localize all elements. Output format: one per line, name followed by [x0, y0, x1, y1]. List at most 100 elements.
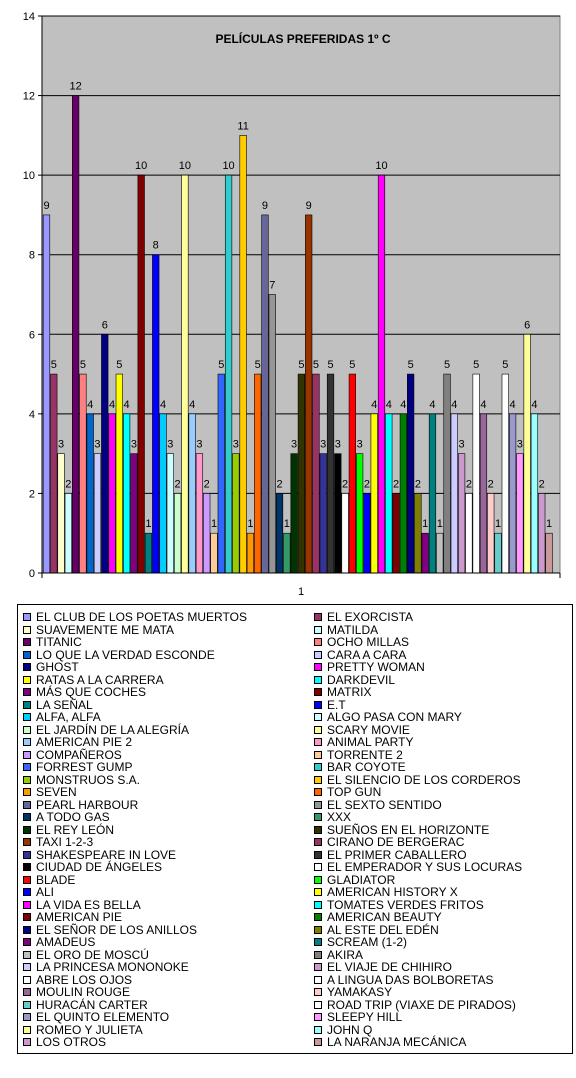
legend-swatch [314, 750, 322, 759]
legend-label: DARKDEVIL [327, 672, 396, 687]
legend-label: EL EXORCISTA [327, 610, 414, 624]
legend-item: SCARY MOVIE [314, 724, 410, 736]
bar-value-label: 2 [466, 478, 472, 490]
bar [443, 373, 451, 574]
bar-value-label: 4 [124, 399, 130, 411]
y-axis: 0 2 4 6 8 10 12 14 [23, 11, 43, 580]
legend-swatch [23, 900, 31, 909]
legend-label: MÁS QUE COCHES [36, 685, 147, 699]
legend-label: XXX [327, 810, 352, 824]
y-tick-label: 0 [29, 568, 35, 580]
legend-label: AMERICAN BEAUTY [327, 910, 442, 924]
bar [385, 413, 393, 574]
legend-swatch [23, 938, 31, 946]
bar [538, 493, 546, 574]
legend-label: FORREST GUMP [36, 760, 133, 774]
legend-label: AMADEUS [36, 935, 96, 949]
y-tick-label: 14 [23, 11, 35, 23]
bar-value-label: 5 [408, 359, 414, 371]
bar-value-label: 1 [284, 518, 290, 530]
legend-label: EL JARDÍN DE LA ALEGRÍA [36, 722, 189, 737]
y-tick-label: 10 [23, 170, 35, 182]
legend-item: AMERICAN BEAUTY [314, 911, 442, 923]
legend-label: A TODO GAS [36, 810, 110, 824]
legend-item: ALI [23, 886, 54, 898]
legend-item: LA NARANJA MECÁNICA [314, 1036, 466, 1048]
bar [407, 373, 415, 574]
legend-item: AMERICAN PIE 2 [23, 736, 132, 748]
legend-item: LO QUE LA VERDAD ESCONDE [23, 649, 215, 661]
legend-label: EL SILENCIO DE LOS CORDEROS [327, 772, 521, 787]
bar [319, 453, 327, 574]
legend-label: EL REY LEÓN [36, 822, 115, 837]
bar [334, 453, 342, 574]
legend-swatch [23, 1025, 31, 1034]
legend-label: EL SEÑOR DE LOS ANILLOS [36, 922, 197, 937]
legend-item: PRETTY WOMAN [314, 661, 425, 673]
bar-value-label: 9 [306, 200, 312, 212]
bar [93, 453, 102, 574]
bar-value-label: 4 [451, 399, 457, 411]
bar-value-label: 3 [131, 439, 137, 451]
legend-label: AMERICAN PIE [36, 910, 123, 924]
bar [203, 493, 211, 574]
bar-value-label: 2 [204, 478, 210, 490]
bar [545, 532, 553, 574]
bar-value-label: 4 [386, 399, 392, 411]
y-tick-label: 4 [29, 409, 35, 421]
bar-value-label: 2 [175, 478, 181, 490]
legend-label: GHOST [36, 660, 79, 674]
legend-swatch [314, 888, 322, 896]
legend-item: LA PRINCESA MONONOKE [23, 961, 189, 973]
bar-value-label: 1 [247, 518, 253, 530]
legend-swatch [23, 775, 31, 784]
bar [290, 453, 298, 574]
legend-swatch [314, 663, 322, 671]
legend-swatch [314, 925, 322, 934]
legend-label: SUEÑOS EN EL HORIZONTE [327, 822, 490, 837]
legend-label: TAXI 1-2-3 [36, 835, 94, 849]
bar [428, 413, 437, 574]
bar [144, 532, 153, 574]
x-axis: 1 [41, 572, 561, 598]
legend-label: CARA A CARA [327, 647, 407, 662]
bar [64, 493, 72, 574]
bar [436, 532, 444, 574]
bar-value-label: 3 [291, 439, 297, 451]
bar [377, 174, 386, 574]
legend-swatch [23, 913, 31, 921]
bar [312, 373, 320, 574]
legend: EL CLUB DE LOS POETAS MUERTOS EL EXORCIST… [17, 604, 573, 1054]
bar-value-label: 1 [422, 518, 428, 530]
bar-value-label: 5 [327, 359, 333, 371]
legend-swatch [314, 675, 322, 684]
bar [239, 135, 247, 574]
legend-label: AMERICAN PIE 2 [36, 735, 133, 749]
legend-item: ANIMAL PARTY [314, 736, 413, 748]
legend-item: TOP GUN [314, 786, 381, 798]
legend-item: CIRANO DE BERGERAC [314, 836, 464, 848]
bar-value-label: 5 [218, 359, 224, 371]
bar-value-label: 5 [116, 359, 122, 371]
bar [363, 493, 371, 574]
bar [392, 493, 400, 574]
bar [421, 532, 429, 574]
bar [246, 532, 255, 574]
legend-label: SEVEN [36, 785, 77, 799]
legend-swatch [23, 725, 31, 734]
bar-value-label: 4 [531, 399, 537, 411]
legend-item: LA SEÑAL [23, 699, 93, 711]
bar-value-label: 5 [473, 359, 479, 371]
legend-swatch [23, 663, 31, 671]
legend-item: EL SILENCIO DE LOS CORDEROS [314, 774, 521, 786]
legend-swatch [23, 738, 31, 746]
legend-label: TOMATES VERDES FRITOS [327, 897, 484, 912]
legend-swatch [23, 813, 31, 821]
legend-item: EL VIAJE DE CHIHIRO [314, 961, 452, 973]
bar [101, 333, 109, 574]
bar-value-label: 4 [371, 399, 377, 411]
legend-item: CARA A CARA [314, 649, 406, 661]
bar-value-label: 3 [233, 439, 239, 451]
bar [224, 174, 233, 574]
legend-swatch [314, 988, 322, 996]
